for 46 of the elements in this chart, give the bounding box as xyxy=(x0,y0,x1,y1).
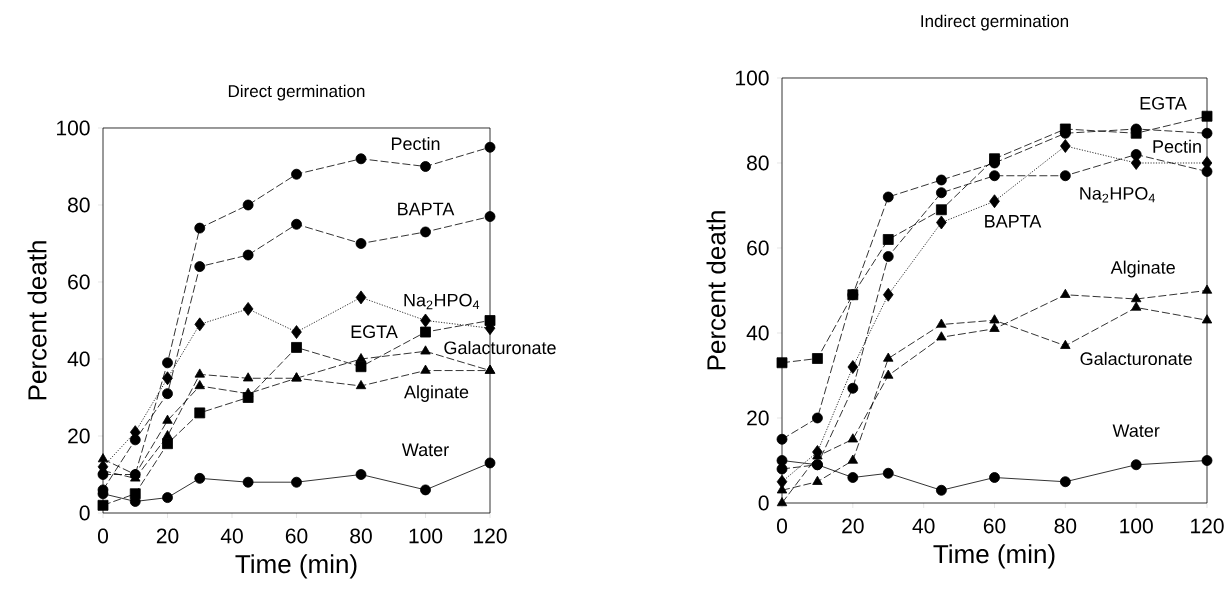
x-tick-label: 40 xyxy=(912,518,935,534)
series-label: Water xyxy=(1112,424,1160,438)
y-tick-label: 60 xyxy=(68,274,90,290)
y-axis-title: Percent death xyxy=(706,211,726,370)
chart-title: Indirect germination xyxy=(921,14,1069,31)
chart-title: Direct germination xyxy=(228,84,365,101)
y-tick-label: 0 xyxy=(758,495,769,511)
y-axis-title: Percent death xyxy=(27,241,47,400)
x-tick-label: 60 xyxy=(983,518,1006,534)
y-tick-label: 80 xyxy=(68,197,90,213)
y-tick-label: 0 xyxy=(79,505,90,521)
x-tick-label: 40 xyxy=(220,528,243,544)
series-label: Na$_{2}$HPO$_{4}$ xyxy=(404,293,480,310)
y-tick-label: 100 xyxy=(57,120,90,136)
x-tick-label: 80 xyxy=(350,528,372,544)
series-label: Na$_{2}$HPO$_{4}$ xyxy=(1080,187,1155,203)
series-label: Alginate xyxy=(1110,260,1175,278)
y-tick-label: 20 xyxy=(68,428,90,444)
x-tick-label: 100 xyxy=(1120,518,1153,534)
series-label: Alginate xyxy=(404,385,469,402)
x-axis-title: Time (min) xyxy=(235,554,357,579)
series-label: Galacturonate xyxy=(444,340,556,355)
y-tick-label: 100 xyxy=(736,70,769,86)
x-tick-label: 60 xyxy=(285,528,308,544)
x-axis-title: Time (min) xyxy=(933,544,1055,569)
x-tick-label: 0 xyxy=(97,528,109,544)
y-tick-label: 60 xyxy=(747,240,769,256)
series-label: Pectin xyxy=(1153,139,1201,153)
x-tick-label: 120 xyxy=(1191,518,1224,534)
series-label: EGTA xyxy=(351,325,398,339)
x-tick-label: 0 xyxy=(777,518,788,534)
x-tick-label: 100 xyxy=(409,528,443,544)
series-label: EGTA xyxy=(1140,96,1187,110)
series-label: Galacturonate xyxy=(1080,351,1192,366)
y-tick-label: 20 xyxy=(747,410,769,426)
x-tick-label: 120 xyxy=(474,528,507,544)
y-tick-label: 80 xyxy=(747,155,769,171)
y-tick-label: 40 xyxy=(67,351,90,367)
x-tick-label: 20 xyxy=(842,518,864,534)
series-label: BAPTA xyxy=(398,202,455,216)
series-label: BAPTA xyxy=(985,215,1042,228)
x-tick-label: 80 xyxy=(1054,518,1077,534)
y-tick-label: 40 xyxy=(746,325,769,341)
x-tick-label: 20 xyxy=(156,528,179,544)
series-label: Water xyxy=(401,443,449,457)
series-label: Pectin xyxy=(391,136,440,151)
